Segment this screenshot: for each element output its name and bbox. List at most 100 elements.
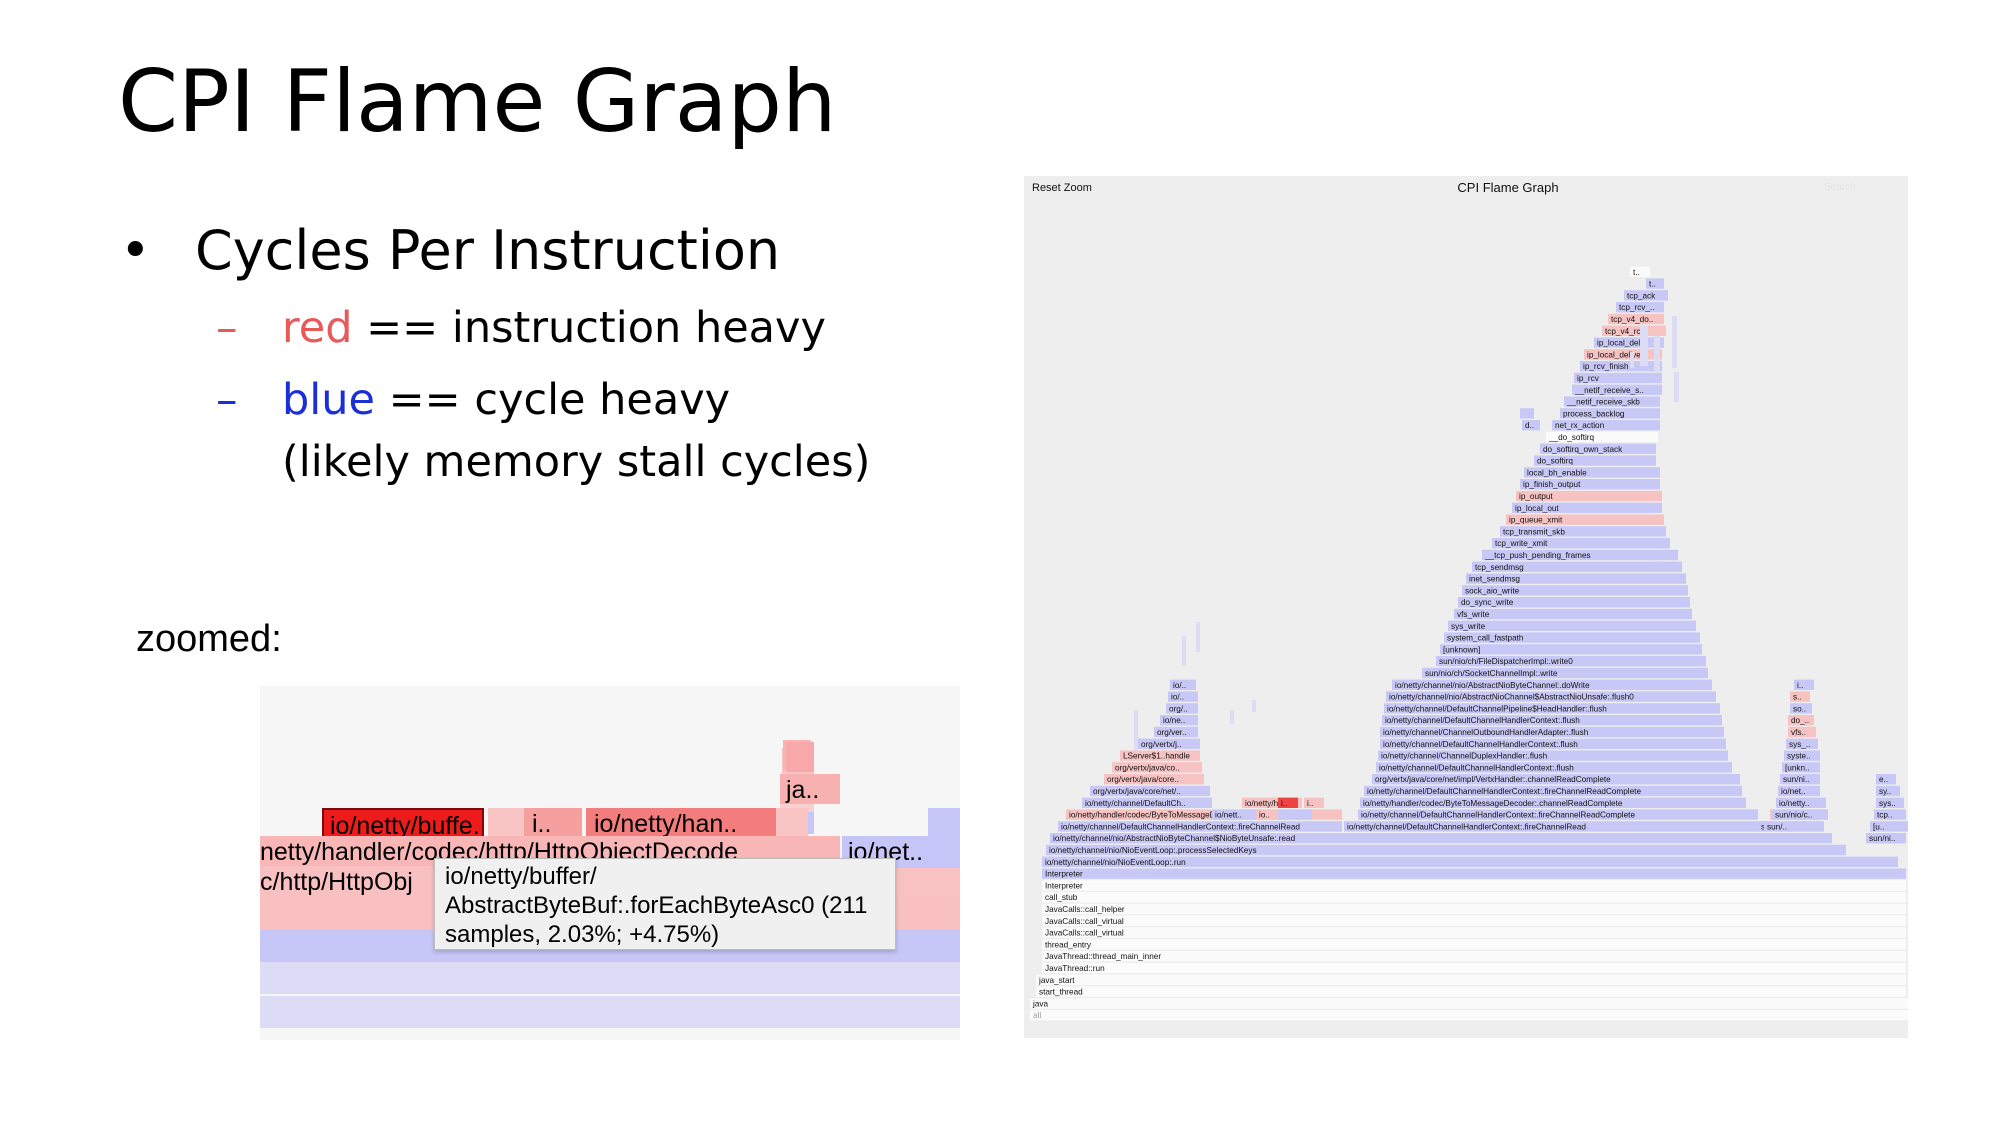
flame-frame-rect[interactable] [1624, 290, 1668, 301]
flame-frame[interactable]: i.. [1278, 797, 1298, 808]
flame-frame-rect[interactable] [1058, 821, 1342, 832]
flame-frame[interactable]: __netif_receive_skb [1564, 396, 1660, 407]
flame-frame-rect[interactable] [1874, 809, 1906, 820]
flame-frame[interactable]: do_softirq_own_stack [1540, 443, 1656, 454]
flame-frame[interactable]: JavaCalls::call_helper [1042, 903, 1906, 915]
flame-frame-rect[interactable] [1104, 774, 1204, 785]
flame-frame-rect[interactable] [1552, 420, 1660, 431]
flame-frame[interactable]: io/netty/channel/nio/AbstractNioByteChan… [1392, 679, 1712, 690]
flame-frame-rect[interactable] [1602, 325, 1666, 336]
flame-frame[interactable]: java [1030, 998, 1908, 1009]
flame-frame-rect[interactable] [1030, 998, 1908, 1009]
flame-frame[interactable] [1520, 408, 1534, 419]
flame-frame-rect[interactable] [1042, 951, 1906, 962]
flame-frame[interactable]: i.. [1794, 679, 1814, 690]
flame-frame-rect[interactable] [1138, 738, 1200, 749]
flame-frame[interactable]: org/vertx/java/co.. [1112, 762, 1202, 773]
flame-frame-rect[interactable] [1376, 762, 1732, 773]
flame-frame-rect[interactable] [1788, 715, 1814, 726]
flame-frame-rect[interactable] [1764, 821, 1824, 832]
flame-frame[interactable]: io/netty/channel/DefaultChannelHandlerCo… [1364, 785, 1742, 797]
flame-frame-sliver[interactable] [1640, 326, 1648, 366]
flame-frame-rect[interactable] [1154, 726, 1198, 738]
flame-frame-rect[interactable] [1778, 785, 1820, 797]
zoom-frame-handler[interactable]: io/netty/han.. [586, 808, 776, 838]
zoom-frame-ja[interactable]: ja.. [780, 774, 840, 804]
flame-frame-sliver[interactable] [1252, 700, 1256, 712]
flame-frame[interactable]: do_sync_write [1458, 597, 1690, 608]
flame-frame-rect[interactable] [1242, 797, 1302, 808]
flame-frame-rect[interactable] [1492, 538, 1670, 549]
flame-frame[interactable]: JavaCalls::call_virtual [1042, 927, 1906, 938]
flame-frame-rect[interactable] [1050, 833, 1832, 844]
flame-frame-rect[interactable] [1646, 278, 1664, 289]
flame-frame[interactable]: Interpreter [1042, 880, 1906, 891]
flame-frame-rect[interactable] [1042, 880, 1906, 891]
flame-frame[interactable]: all [1030, 1010, 1908, 1021]
flame-frame[interactable]: t.. [1646, 278, 1664, 289]
flame-frame-rect[interactable] [1042, 868, 1906, 879]
flame-frame-rect[interactable] [1440, 644, 1702, 655]
flame-frame-rect[interactable] [1794, 679, 1814, 690]
flame-frame[interactable]: __netif_receive_s.. [1572, 384, 1662, 395]
flame-frame[interactable]: sun/nio/ch/SocketChannelImpl:.write [1422, 667, 1708, 679]
flame-frame[interactable]: ip_local_out [1512, 502, 1662, 513]
flame-frame-rect[interactable] [1520, 479, 1660, 490]
flame-frame[interactable]: process_backlog [1560, 408, 1660, 419]
flame-frame-rect[interactable] [1372, 774, 1740, 785]
flame-frame-rect[interactable] [1256, 809, 1278, 820]
flame-frame[interactable]: io/ne.. [1160, 715, 1198, 726]
flame-frame-rect[interactable] [1448, 620, 1696, 631]
flame-frame-rect[interactable] [1780, 774, 1820, 785]
flame-frame-sliver[interactable] [1182, 636, 1186, 666]
flame-frame-sliver[interactable] [1674, 372, 1679, 402]
zoom-frame-small[interactable] [928, 808, 960, 838]
flame-frame[interactable]: thread_entry [1042, 939, 1906, 950]
flame-frame[interactable]: ip_finish_output [1520, 479, 1660, 490]
flame-frame[interactable]: tcp_sendmsg [1472, 561, 1682, 572]
flame-frame-rect[interactable] [1358, 809, 1758, 820]
flame-frame-rect[interactable] [1382, 715, 1722, 726]
flame-frame-rect[interactable] [1876, 774, 1896, 785]
flame-frame[interactable]: [u.. [1870, 821, 1908, 832]
flame-frame-rect[interactable] [1458, 597, 1690, 608]
flame-frame-sliver[interactable] [1654, 336, 1660, 372]
flame-frame[interactable]: io/netty/channel/DefaultChannelPipeline$… [1384, 703, 1720, 714]
flame-frame-rect[interactable] [1170, 679, 1196, 690]
flame-frame[interactable]: tcp_rcv_.. [1616, 302, 1664, 313]
zoom-frame-small[interactable] [488, 808, 524, 838]
flame-frame[interactable]: s.. [1790, 691, 1810, 702]
flame-frame-rect[interactable] [1046, 844, 1846, 856]
flame-frame-rect[interactable] [1066, 809, 1342, 820]
flame-frame[interactable]: i.. [1304, 797, 1324, 808]
flame-frame-sliver[interactable] [1134, 710, 1138, 750]
flame-frame-rect[interactable] [1524, 467, 1660, 478]
flame-frame-rect[interactable] [1380, 738, 1726, 749]
flame-frame[interactable]: sun/.. [1764, 821, 1824, 832]
flame-frame[interactable]: org/.. [1166, 703, 1198, 714]
flame-frame[interactable]: JavaThread::thread_main_inner [1042, 951, 1906, 962]
flame-frame-rect[interactable] [1520, 408, 1534, 419]
flame-frame-rect[interactable] [1042, 892, 1906, 903]
flame-frame-rect[interactable] [1608, 313, 1664, 325]
flame-frame-rect[interactable] [1522, 420, 1540, 431]
flame-frame-rect[interactable] [1042, 962, 1906, 974]
flame-frame-rect[interactable] [1788, 726, 1816, 738]
flame-frame[interactable]: __do_softirq [1546, 431, 1658, 443]
flame-frame-rect[interactable] [1782, 762, 1820, 773]
flame-frame-rect[interactable] [1112, 762, 1202, 773]
flame-frame[interactable]: [unknown] [1440, 644, 1702, 655]
flame-frame-rect[interactable] [1786, 738, 1818, 749]
flame-frame-sliver[interactable] [1230, 710, 1234, 724]
flame-frame-sliver[interactable] [1672, 316, 1677, 368]
flame-frame[interactable]: ip_output [1516, 490, 1662, 502]
flame-frame-rect[interactable] [1120, 750, 1200, 761]
zoom-frame-buffer[interactable]: io/netty/buffe.. [322, 808, 484, 838]
flame-frame[interactable]: sys.. [1876, 797, 1904, 808]
flame-frame[interactable]: io/netty/channel/DefaultChannelHandlerCo… [1358, 809, 1758, 820]
flame-frame-rect[interactable] [1422, 667, 1708, 679]
flame-frame-rect[interactable] [1572, 384, 1662, 395]
flame-frame-rect[interactable] [1042, 939, 1906, 950]
flame-frame-rect[interactable] [1652, 549, 1666, 561]
flame-frame-rect[interactable] [1500, 526, 1666, 537]
